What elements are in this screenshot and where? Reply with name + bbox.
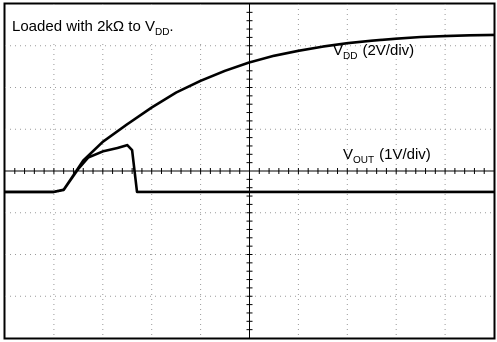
- annotation-box: [6, 5, 234, 41]
- trace-vout: [5, 143, 494, 194]
- annotation-label: Loaded with 2kΩ to VDD.: [12, 18, 174, 38]
- series-label-vout: VOUT (1V/div): [343, 146, 431, 166]
- grid: [5, 4, 494, 338]
- series-label-vdd: VDD (2V/div): [333, 42, 414, 62]
- traces: [5, 33, 495, 194]
